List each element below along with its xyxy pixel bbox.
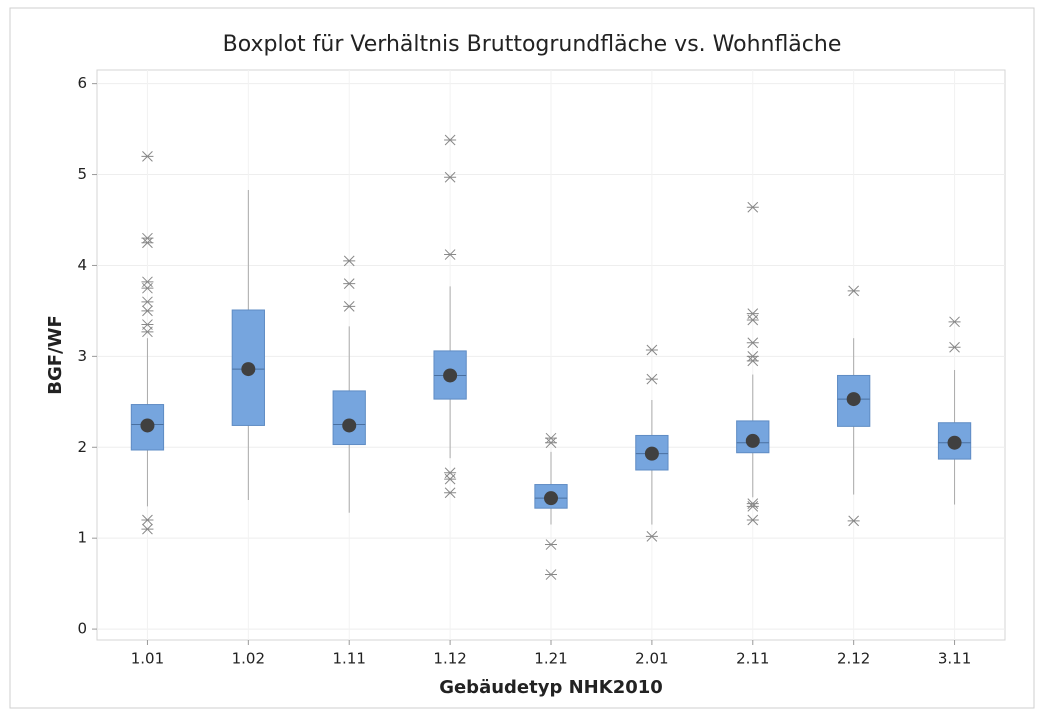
y-tick-label: 3 — [77, 347, 87, 365]
outlier — [645, 344, 658, 356]
mean — [745, 433, 760, 448]
mean — [544, 491, 558, 506]
outlier — [141, 514, 154, 526]
outlier — [545, 539, 557, 550]
outlier — [444, 467, 457, 479]
outlier — [444, 487, 457, 499]
outlier — [444, 171, 457, 183]
outlier — [746, 201, 759, 213]
y-tick-label: 6 — [77, 74, 87, 92]
outlier — [141, 305, 154, 317]
box — [332, 390, 366, 446]
x-tick-label: 1.21 — [534, 650, 567, 668]
mean — [846, 392, 861, 407]
x-tick-label: 2.01 — [635, 650, 668, 668]
outlier — [444, 134, 457, 146]
outlier — [141, 319, 154, 330]
outlier — [141, 276, 154, 288]
y-tick-label: 5 — [77, 165, 87, 183]
x-tick-label: 1.02 — [232, 650, 265, 668]
x-tick-label: 2.11 — [736, 650, 769, 668]
mean — [140, 418, 155, 433]
outlier — [746, 498, 759, 509]
outlier — [746, 514, 759, 526]
outlier — [545, 569, 557, 580]
outlier — [847, 515, 860, 527]
mean — [241, 362, 256, 377]
y-tick-label: 2 — [77, 438, 87, 456]
outlier — [141, 151, 154, 162]
y-tick-label: 1 — [77, 529, 87, 547]
outlier — [343, 301, 356, 312]
outlier — [444, 249, 457, 260]
x-tick-label: 1.11 — [333, 650, 366, 668]
y-axis-label: BGF/WF — [45, 315, 66, 395]
outlier — [343, 278, 356, 289]
mean — [342, 418, 357, 433]
x-tick-label: 2.12 — [837, 650, 870, 668]
outlier — [645, 531, 658, 542]
y-tick-label: 4 — [77, 256, 87, 274]
y-tick-label: 0 — [77, 620, 87, 638]
x-axis-label: Gebäudetyp NHK2010 — [439, 677, 663, 698]
outlier — [746, 351, 759, 362]
outlier — [847, 285, 860, 297]
outlier — [545, 432, 557, 444]
outlier — [141, 523, 154, 535]
x-tick-label: 3.11 — [938, 650, 971, 668]
outlier — [948, 341, 961, 353]
outlier — [746, 308, 759, 319]
outlier — [746, 501, 759, 512]
outlier — [141, 296, 154, 308]
box — [231, 309, 265, 426]
outlier — [948, 316, 961, 328]
x-tick-label: 1.01 — [131, 650, 164, 668]
outlier — [343, 255, 356, 267]
mean — [947, 435, 962, 450]
outlier — [141, 232, 154, 244]
mean — [644, 446, 659, 461]
outlier — [746, 337, 759, 349]
outlier — [645, 373, 658, 385]
chart-title: Boxplot für Verhältnis Bruttogrundfläche… — [223, 32, 842, 57]
mean — [443, 368, 458, 383]
x-tick-label: 1.12 — [433, 650, 466, 668]
